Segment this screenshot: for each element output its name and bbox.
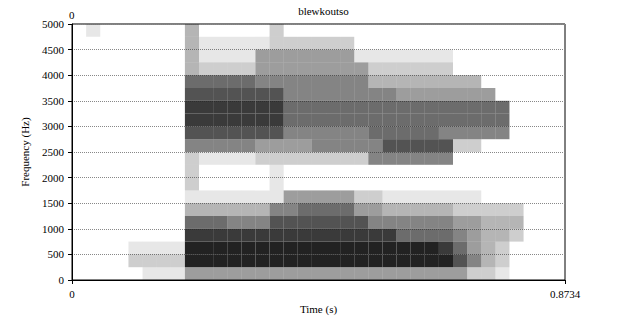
svg-text:Time (s): Time (s) — [300, 303, 338, 316]
svg-text:3500: 3500 — [42, 95, 65, 107]
svg-text:5000: 5000 — [42, 18, 65, 30]
svg-text:2000: 2000 — [42, 172, 65, 184]
svg-text:0.8734: 0.8734 — [550, 288, 581, 300]
svg-text:1500: 1500 — [42, 197, 65, 209]
svg-text:Frequency (Hz): Frequency (Hz) — [19, 117, 32, 187]
svg-text:4500: 4500 — [42, 44, 65, 56]
svg-text:3000: 3000 — [42, 120, 65, 132]
svg-text:0: 0 — [59, 274, 65, 286]
svg-text:blewkoutso: blewkoutso — [298, 5, 349, 17]
svg-text:1000: 1000 — [42, 223, 65, 235]
svg-text:500: 500 — [48, 248, 65, 260]
svg-text:0: 0 — [69, 288, 75, 300]
svg-text:0: 0 — [69, 9, 75, 21]
svg-text:4000: 4000 — [42, 69, 65, 81]
svg-text:2500: 2500 — [42, 146, 65, 158]
